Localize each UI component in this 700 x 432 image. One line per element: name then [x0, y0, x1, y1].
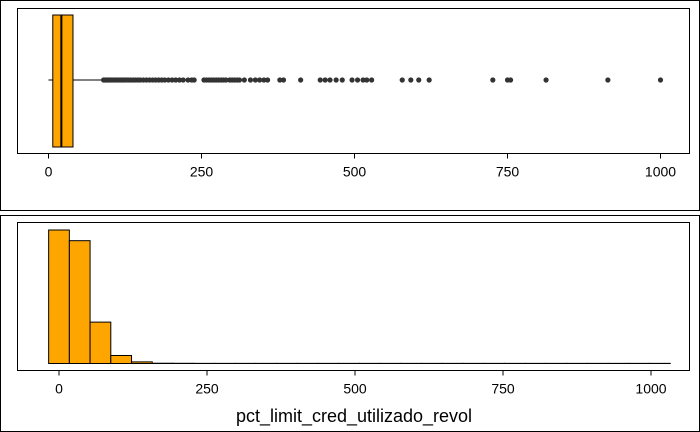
outlier-point [426, 77, 432, 83]
iqr-box [52, 14, 74, 148]
x-tick-label: 500 [343, 381, 367, 397]
x-tick-label: 1000 [645, 164, 676, 180]
x-tick-label: 0 [45, 164, 53, 180]
outlier-point [252, 77, 258, 83]
outlier-point [169, 77, 175, 83]
histogram-x-axis-title: pct_limit_cred_utilizado_revol [236, 406, 472, 427]
x-tick-label: 0 [55, 381, 63, 397]
outlier-point [490, 77, 496, 83]
x-tick-label: 250 [190, 164, 214, 180]
histogram-marks [48, 229, 671, 365]
boxplot-x-axis: 0 250 500 750 1000 [45, 153, 676, 180]
outlier-point [507, 77, 514, 83]
outlier-point [333, 77, 339, 83]
outlier-point [354, 77, 361, 83]
histogram-bar [68, 240, 91, 364]
outlier-point [264, 77, 271, 83]
outlier-point [369, 77, 375, 83]
outlier-point [298, 77, 304, 83]
outlier-point [277, 77, 283, 83]
outlier-point [280, 77, 287, 83]
outlier-point [416, 77, 422, 83]
x-tick-label: 750 [491, 381, 515, 397]
outlier-point [327, 77, 333, 83]
outlier-point [176, 77, 183, 83]
outlier-point [173, 77, 179, 83]
outlier-point [236, 77, 243, 83]
outlier-point [180, 77, 186, 83]
outlier-point [360, 77, 366, 83]
outlier-point [339, 77, 345, 83]
outlier-point [349, 77, 355, 83]
outlier-point [399, 77, 405, 83]
boxplot-plot-area [17, 8, 690, 154]
outlier-point [364, 77, 370, 83]
boxplot-marks [48, 14, 664, 148]
x-tick-label: 500 [343, 164, 367, 180]
boxplot-panel: 0 250 500 750 1000 [0, 0, 700, 211]
histogram-x-axis: 0 250 500 750 1000 [55, 370, 667, 397]
x-tick-label: 750 [496, 164, 520, 180]
outlier-point [322, 77, 328, 83]
histogram-bar [89, 321, 112, 364]
histogram-plot-area [17, 222, 690, 371]
histogram-panel: 0 250 500 750 1000 pct_limit_cred_utilizado_… [0, 215, 700, 432]
outlier-point [165, 77, 172, 83]
histogram-bar [131, 361, 153, 365]
outlier-point [223, 77, 229, 83]
outlier-point [191, 77, 197, 83]
outlier-point [605, 77, 611, 83]
outlier-point [317, 77, 323, 83]
outlier-point [241, 77, 247, 83]
outlier-point [408, 77, 414, 83]
outlier-point [543, 77, 549, 83]
outlier-point [185, 77, 191, 83]
outlier-point [162, 77, 168, 83]
histogram-bar [110, 354, 133, 364]
outlier-point [261, 77, 267, 83]
x-tick-label: 1000 [635, 381, 666, 397]
outlier-point [657, 77, 664, 83]
outlier-point [257, 77, 263, 83]
histogram-bar [48, 229, 70, 364]
outlier-point [247, 77, 254, 83]
x-tick-label: 250 [195, 381, 219, 397]
